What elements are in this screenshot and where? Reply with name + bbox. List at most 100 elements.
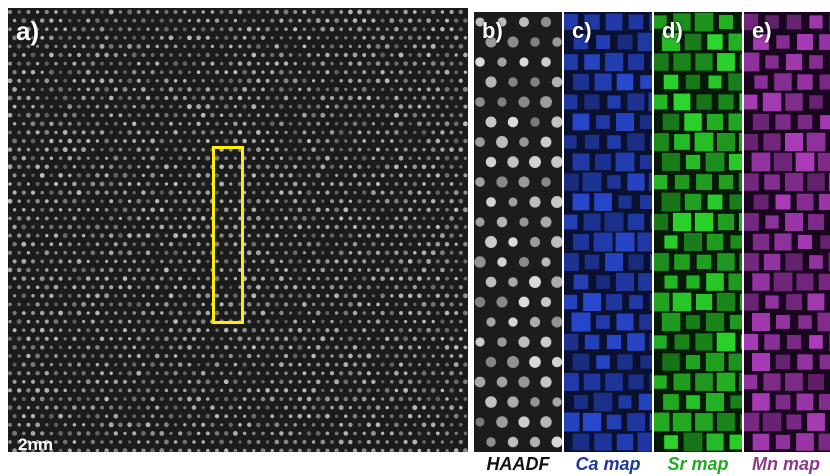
atom-column-dot	[210, 440, 215, 444]
atom-column-dot	[182, 336, 187, 341]
atom-column-dot	[49, 448, 54, 452]
atom-map-pixel	[584, 254, 600, 270]
atom-map-pixel	[507, 356, 519, 368]
atom-column-dot	[72, 233, 77, 238]
atom-column-dot	[357, 405, 362, 410]
atom-column-dot	[412, 61, 418, 66]
atom-column-dot	[311, 405, 316, 410]
atom-column-dot	[297, 155, 303, 161]
atom-column-dot	[357, 9, 363, 15]
atom-map-pixel	[496, 296, 508, 308]
atom-column-dot	[375, 147, 381, 152]
atom-column-dot	[118, 95, 123, 101]
atom-column-dot	[196, 104, 202, 110]
atom-column-dot	[288, 36, 293, 40]
atom-column-dot	[251, 345, 256, 350]
atom-column-dot	[385, 147, 389, 152]
atom-column-dot	[104, 276, 109, 281]
atom-column-dot	[99, 422, 105, 427]
atom-column-dot	[159, 276, 164, 281]
atom-column-dot	[132, 414, 137, 419]
atom-column-dot	[256, 336, 261, 342]
atom-column-dot	[228, 26, 234, 32]
atom-column-dot	[311, 440, 316, 444]
atom-column-dot	[302, 405, 307, 410]
atom-column-dot	[412, 439, 418, 445]
atom-column-dot	[183, 405, 187, 410]
atom-column-dot	[256, 96, 261, 100]
atom-column-dot	[63, 113, 68, 118]
atom-column-dot	[114, 294, 118, 298]
atom-column-dot	[132, 242, 136, 246]
atom-column-dot	[178, 18, 183, 23]
atom-column-dot	[403, 371, 408, 376]
atom-map-pixel	[496, 136, 508, 148]
atom-column-dot	[90, 405, 96, 410]
atom-column-dot	[228, 164, 234, 170]
atom-column-dot	[306, 448, 312, 452]
atom-column-dot	[246, 181, 252, 187]
atom-column-dot	[348, 182, 353, 186]
atom-column-dot	[196, 18, 201, 23]
atom-column-dot	[160, 311, 164, 315]
atom-column-dot	[219, 371, 224, 376]
atom-column-dot	[279, 173, 284, 178]
atom-column-dot	[187, 294, 192, 298]
atom-column-dot	[431, 440, 435, 444]
atom-column-dot	[256, 302, 261, 307]
atom-column-dot	[334, 396, 340, 402]
atom-column-dot	[458, 113, 463, 118]
atom-map-pixel	[485, 236, 497, 248]
atom-column-dot	[177, 241, 183, 247]
atom-column-dot	[459, 182, 463, 186]
atom-column-dot	[288, 18, 293, 23]
atom-column-dot	[403, 165, 408, 169]
atom-column-dot	[348, 320, 352, 324]
atom-map-pixel	[654, 375, 667, 389]
atom-column-dot	[150, 294, 155, 298]
atom-map-pixel	[776, 315, 790, 329]
atom-column-dot	[371, 18, 376, 23]
atom-column-dot	[398, 18, 404, 23]
atom-column-dot	[150, 396, 155, 402]
atom-column-dot	[394, 26, 399, 32]
atom-map-pixel	[650, 134, 652, 150]
atom-column-dot	[366, 61, 372, 66]
atom-column-dot	[394, 405, 399, 410]
atom-column-dot	[113, 121, 118, 126]
atom-column-dot	[104, 414, 109, 418]
atom-column-dot	[256, 27, 261, 32]
atom-column-dot	[40, 87, 44, 92]
atom-column-dot	[72, 285, 77, 290]
atom-column-dot	[131, 69, 137, 75]
atom-column-dot	[417, 276, 422, 281]
atom-column-dot	[223, 104, 229, 109]
atom-column-dot	[44, 112, 50, 118]
atom-column-dot	[100, 147, 104, 152]
atom-column-dot	[247, 337, 251, 341]
atom-column-dot	[390, 156, 394, 160]
atom-column-dot	[205, 139, 210, 143]
atom-column-dot	[95, 242, 100, 247]
atom-column-dot	[169, 70, 173, 75]
atom-column-dot	[394, 285, 399, 290]
atom-column-dot	[339, 319, 344, 324]
atom-column-dot	[260, 310, 266, 316]
atom-column-dot	[163, 267, 169, 273]
atom-map-pixel	[774, 73, 792, 91]
atom-column-dot	[182, 319, 187, 324]
atom-column-dot	[298, 431, 302, 436]
atom-column-dot	[412, 336, 417, 341]
atom-column-dot	[191, 387, 197, 393]
atom-column-dot	[339, 95, 344, 101]
atom-column-dot	[384, 130, 390, 135]
atom-column-dot	[26, 182, 31, 186]
atom-column-dot	[380, 35, 385, 41]
atom-column-dot	[16, 164, 22, 170]
atom-column-dot	[63, 405, 68, 410]
atom-column-dot	[380, 380, 385, 384]
atom-map-pixel	[752, 313, 770, 331]
atom-column-dot	[169, 53, 173, 57]
atom-column-dot	[444, 86, 450, 92]
atom-column-dot	[214, 121, 220, 126]
